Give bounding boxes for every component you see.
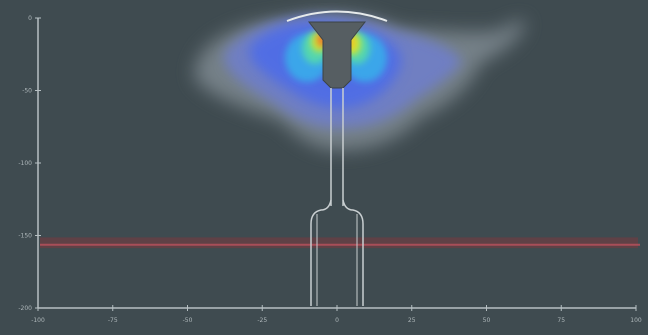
x-tick-label-0: -100 [31,317,45,324]
well-casing-left [310,199,332,306]
heat-plume [193,13,527,151]
x-tick-label-2: -50 [183,317,193,324]
x-tick-label-6: 50 [483,317,491,324]
x-tick-label-8: 100 [630,317,642,324]
wellbore-outline [286,10,388,306]
x-tick-label-4: 0 [335,317,339,324]
y-tick-label-0: 0 [28,15,32,22]
well-cap [286,10,388,22]
y-tick-label-4: -200 [18,305,32,312]
y-tick-label-2: -100 [18,160,32,167]
reference-band-0 [40,237,638,249]
reference-band-layer [40,237,640,249]
well-casing-right [342,199,364,306]
x-tick-label-5: 25 [408,317,416,324]
x-tick-label-3: -25 [257,317,267,324]
axes: 0 -50 -100 -150 -200 -100 -75 -50 -25 0 25 50 75 100 [18,15,642,324]
y-tick-label-1: -50 [22,88,32,95]
x-tick-label-1: -75 [108,317,118,324]
x-tick-label-7: 75 [557,317,565,324]
y-tick-label-3: -150 [18,233,32,240]
